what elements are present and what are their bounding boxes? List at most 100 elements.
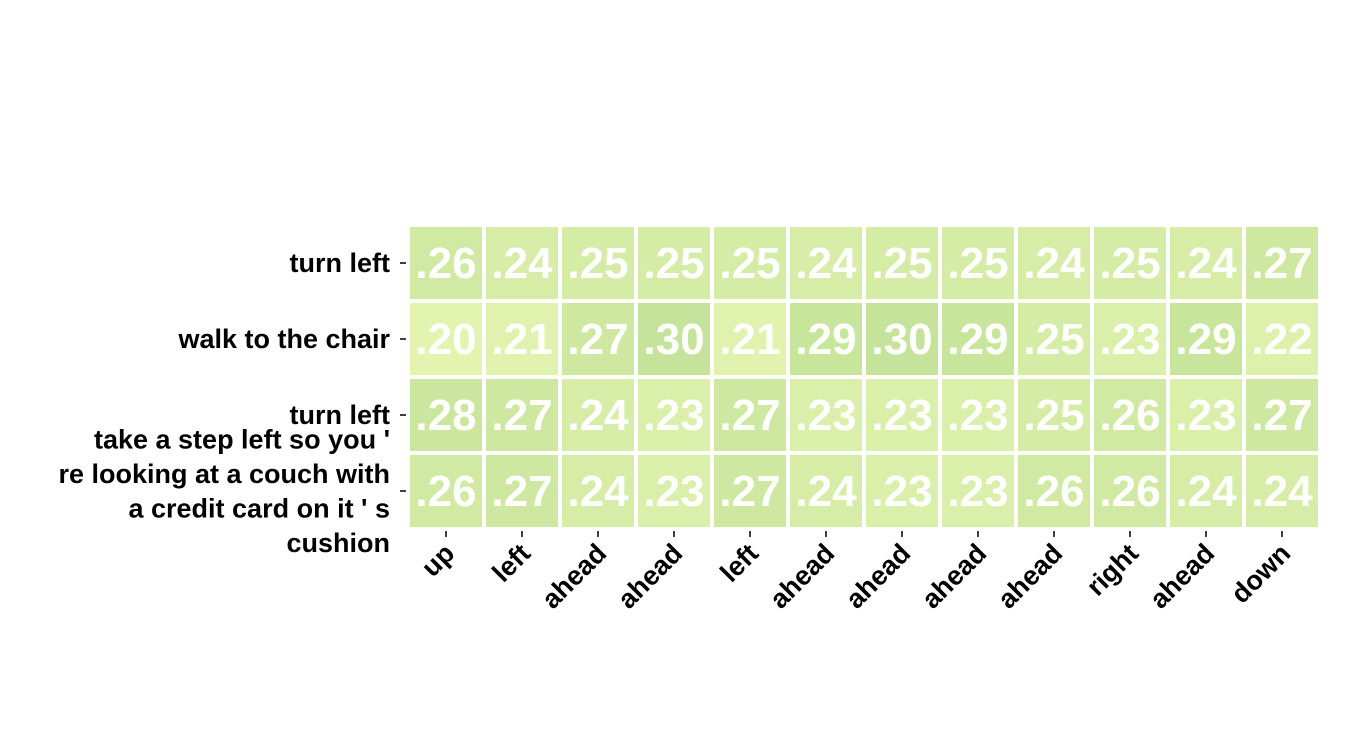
cell-value-label: .29 [795, 315, 856, 364]
cell-value-label: .24 [491, 239, 553, 288]
cell-value-label: .25 [643, 239, 704, 288]
heatmap-cell [942, 455, 1014, 527]
cell-value-label: .23 [1175, 391, 1236, 440]
heatmap-cell [866, 379, 938, 451]
cell-value-label: .20 [415, 315, 476, 364]
cell-value-label: .26 [1099, 391, 1160, 440]
heatmap-cell [866, 303, 938, 375]
heatmap-cell [714, 455, 786, 527]
cell-value-label: .24 [567, 467, 629, 516]
heatmap-cell [714, 303, 786, 375]
heatmap-cell [638, 455, 710, 527]
cell-value-label: .23 [871, 467, 932, 516]
cell-value-label: .27 [491, 467, 552, 516]
column-labels: up left ahead ahead left ahead ahead ahead ahead… [416, 531, 1296, 614]
cell-value-label: .24 [795, 239, 857, 288]
heatmap-cell [790, 379, 862, 451]
heatmap-cell [1246, 303, 1318, 375]
row-label: take a step left so you ' [94, 424, 390, 454]
row-label: turn left [290, 248, 391, 278]
row-label: walk to the chair [177, 324, 390, 354]
column-label: left [714, 538, 764, 588]
column-label: ahead [612, 538, 688, 614]
cell-value-label: .23 [643, 467, 704, 516]
cell-value-label: .21 [719, 315, 780, 364]
heatmap-cell [1094, 455, 1166, 527]
heatmap-cell [1018, 455, 1090, 527]
cell-value-label: .24 [1175, 467, 1237, 516]
cell-value-label: .24 [1175, 239, 1237, 288]
cell-value-label: .29 [947, 315, 1008, 364]
row-label: cushion [286, 528, 390, 558]
heatmap-cell [638, 303, 710, 375]
cell-value-label: .23 [871, 391, 932, 440]
row-label: re looking at a couch with [58, 459, 390, 489]
heatmap-cell [1018, 227, 1090, 299]
heatmap-cell [1170, 227, 1242, 299]
cell-value-label: .27 [719, 391, 780, 440]
column-label: ahead [840, 538, 916, 614]
cell-value-label: .27 [567, 315, 628, 364]
cell-value-label: .29 [1175, 315, 1236, 364]
heatmap-cell [562, 455, 634, 527]
heatmap-cell [562, 303, 634, 375]
column-label: ahead [764, 538, 840, 614]
cell-value-label: .28 [415, 391, 476, 440]
cell-value-label: .26 [1099, 467, 1160, 516]
heatmap-cell [942, 227, 1014, 299]
heatmap-cell [714, 227, 786, 299]
cell-value-label: .24 [1251, 467, 1313, 516]
cell-value-label: .24 [1023, 239, 1085, 288]
heatmap-cell [1246, 455, 1318, 527]
heatmap-cell [866, 455, 938, 527]
heatmap-cell [1170, 379, 1242, 451]
cell-value-label: .22 [1251, 315, 1312, 364]
column-label: ahead [1144, 538, 1220, 614]
heatmap-cell [486, 227, 558, 299]
cell-value-label: .21 [491, 315, 552, 364]
cell-value-label: .24 [795, 467, 857, 516]
cell-value-label: .25 [947, 239, 1008, 288]
cell-value-label: .23 [1099, 315, 1160, 364]
heatmap-cells: .26 .24 .25 .25 .25 .24 .25 .25 .24 .25 .24 .27 .20.… [410, 227, 1318, 527]
cell-value-label: .25 [567, 239, 628, 288]
heatmap-cell [1170, 303, 1242, 375]
cell-value-label: .23 [947, 467, 1008, 516]
column-label: ahead [536, 538, 612, 614]
cell-value-label: .27 [1251, 391, 1312, 440]
column-label: ahead [992, 538, 1068, 614]
heatmap-cell [1246, 227, 1318, 299]
cell-value-label: .23 [643, 391, 704, 440]
cell-value-label: .25 [1023, 391, 1084, 440]
cell-value-label: .26 [415, 239, 476, 288]
cell-value-label: .23 [947, 391, 1008, 440]
cell-value-label: .25 [871, 239, 932, 288]
heatmap-cell [1094, 227, 1166, 299]
heatmap-cell [410, 379, 482, 451]
heatmap-cell [562, 227, 634, 299]
heatmap-cell [486, 303, 558, 375]
heatmap-cell [790, 455, 862, 527]
heatmap-cell [1094, 303, 1166, 375]
cell-value-label: .25 [719, 239, 780, 288]
column-label: left [486, 538, 536, 588]
column-label: right [1081, 538, 1145, 602]
heatmap-cell [714, 379, 786, 451]
heatmap-cell [410, 227, 482, 299]
cell-value-label: .25 [1099, 239, 1160, 288]
cell-value-label: .23 [795, 391, 856, 440]
cell-value-label: .30 [643, 315, 704, 364]
cell-value-label: .26 [415, 467, 476, 516]
heatmap-cell [486, 455, 558, 527]
heatmap-cell [1246, 379, 1318, 451]
heatmap-cell [942, 379, 1014, 451]
heatmap-cell [410, 455, 482, 527]
cell-value-label: .26 [1023, 467, 1084, 516]
heatmap-cell [866, 227, 938, 299]
heatmap-cell [790, 227, 862, 299]
heatmap-cell [942, 303, 1014, 375]
row-label: a credit card on it ' s [129, 493, 391, 523]
heatmap-cell [638, 227, 710, 299]
